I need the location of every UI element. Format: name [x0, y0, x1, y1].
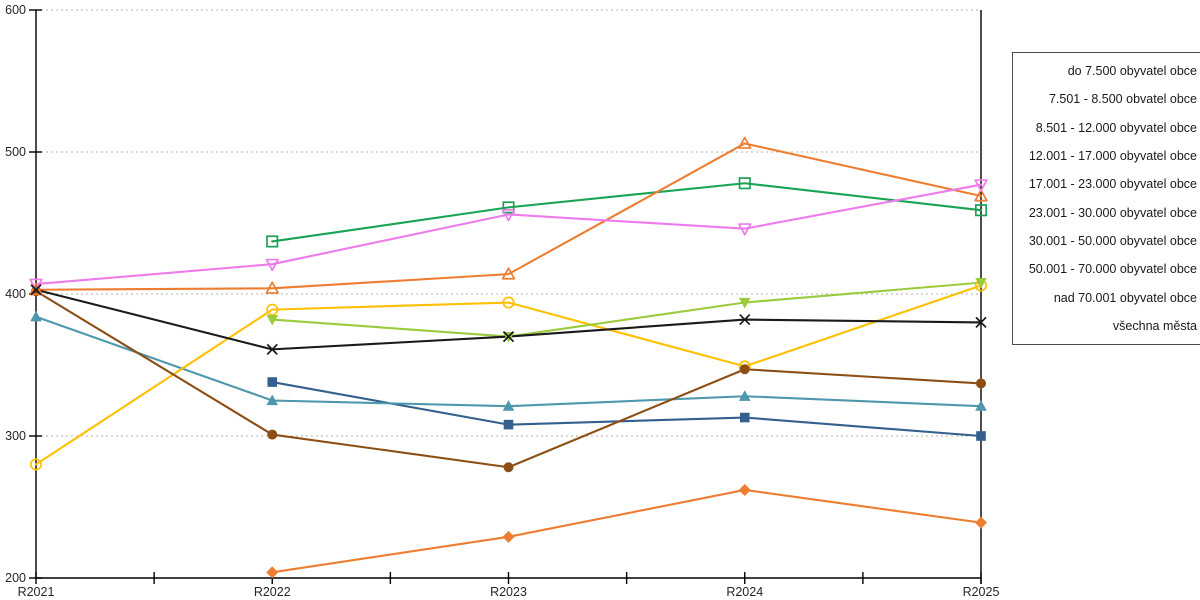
- data-point-series-6: [974, 189, 988, 202]
- legend-item: 30.001 - 50.000 obyvatel obce: [1013, 234, 1200, 248]
- data-point-series-1: [267, 377, 278, 387]
- series-line-6: [34, 142, 983, 291]
- data-point-series-6: [738, 136, 752, 149]
- legend-item: 12.001 - 17.000 obyvatel obce: [1013, 149, 1200, 163]
- legend-item-label: do 7.500 obyvatel obce: [1067, 64, 1197, 79]
- data-point-series-3: [266, 303, 279, 316]
- legend-item-label: 50.001 - 70.000 obyvatel obce: [1028, 262, 1197, 277]
- chart-legend: do 7.500 obyvatel obce 7.501 - 8.500 obva…: [1012, 52, 1200, 345]
- data-point-series-6: [265, 281, 279, 294]
- data-point-series-2: [738, 390, 751, 401]
- data-point-series-9: [502, 330, 515, 343]
- legend-item: 7.501 - 8.500 obvatel obce: [1013, 92, 1200, 106]
- data-point-series-2: [975, 400, 987, 411]
- data-point-series-8: [738, 297, 751, 309]
- y-tick-label: 300: [5, 429, 26, 443]
- data-point-series-0: [502, 530, 515, 543]
- data-point-series-4: [267, 429, 278, 440]
- series-line-3: [34, 284, 983, 466]
- y-tick-label: 500: [5, 145, 26, 159]
- series-line-4: [34, 290, 983, 469]
- y-tick-label: 200: [5, 571, 26, 585]
- legend-item-label: 12.001 - 17.000 obyvatel obce: [1028, 149, 1197, 164]
- y-tick-label: 600: [5, 3, 26, 17]
- legend-item-label: 17.001 - 23.000 obyvatel obce: [1028, 177, 1197, 192]
- series-line-7: [34, 183, 983, 286]
- legend-item-label: 23.001 - 30.000 obyvatel obce: [1028, 205, 1197, 220]
- legend-item: 8.501 - 12.000 obyvatel obce: [1013, 121, 1200, 135]
- data-point-series-6: [29, 282, 43, 296]
- data-point-series-3: [502, 296, 515, 309]
- data-point-series-6: [501, 267, 516, 280]
- legend-item: nad 70.001 obyvatel obce: [1013, 291, 1200, 305]
- data-point-series-7: [265, 258, 279, 272]
- legend-item-label: 8.501 - 12.000 obyvatel obce: [1035, 120, 1197, 135]
- data-point-series-7: [974, 179, 988, 192]
- data-point-series-4: [976, 378, 986, 389]
- series-line-5: [271, 182, 983, 243]
- data-point-series-7: [738, 223, 752, 236]
- x-tick-label: R2021: [18, 585, 55, 599]
- data-point-series-2: [266, 394, 279, 406]
- legend-item: 50.001 - 70.000 obyvatel obce: [1013, 262, 1200, 276]
- data-point-series-5: [502, 201, 515, 214]
- data-point-series-4: [739, 364, 750, 375]
- data-point-series-8: [266, 314, 279, 326]
- data-point-series-9: [266, 343, 278, 355]
- legend-item-label: nad 70.001 obyvatel obce: [1053, 290, 1197, 305]
- data-point-series-0: [975, 516, 987, 529]
- legend-item: 23.001 - 30.000 obyvatel obce: [1013, 206, 1200, 220]
- data-point-series-2: [502, 400, 515, 411]
- data-point-series-9: [975, 316, 987, 329]
- legend-item: do 7.500 obyvatel obce: [1013, 64, 1200, 78]
- data-point-series-3: [29, 458, 43, 471]
- series-line-2: [34, 315, 983, 408]
- data-point-series-4: [503, 462, 514, 473]
- legend-item: 17.001 - 23.000 obyvatel obce: [1013, 177, 1200, 191]
- data-point-series-1: [503, 419, 514, 430]
- data-point-series-9: [30, 284, 42, 296]
- data-point-series-7: [501, 209, 516, 222]
- data-point-series-0: [738, 483, 751, 496]
- series-line-1: [271, 380, 983, 438]
- data-point-series-8: [975, 278, 987, 289]
- y-tick-label: 400: [5, 287, 26, 301]
- x-tick-label: R2025: [963, 585, 1000, 599]
- data-point-series-1: [739, 412, 750, 423]
- data-point-series-5: [738, 177, 751, 190]
- legend-item-label: 7.501 - 8.500 obvatel obce: [1048, 92, 1197, 107]
- series-line-0: [271, 488, 983, 574]
- x-tick-label: R2023: [490, 585, 527, 599]
- legend-item-label: všechna města: [1112, 318, 1197, 333]
- data-point-series-1: [976, 431, 986, 441]
- legend-item-label: 30.001 - 50.000 obyvatel obce: [1028, 233, 1197, 248]
- data-point-series-2: [30, 310, 42, 322]
- data-point-series-7: [29, 278, 43, 291]
- data-point-series-9: [739, 313, 751, 326]
- data-point-series-0: [266, 566, 279, 579]
- data-point-series-5: [266, 235, 279, 248]
- legend-item: všechna města: [1013, 319, 1200, 333]
- series-line-8: [271, 281, 983, 338]
- data-point-series-5: [974, 204, 988, 217]
- x-tick-label: R2022: [254, 585, 291, 599]
- x-tick-label: R2024: [726, 585, 763, 599]
